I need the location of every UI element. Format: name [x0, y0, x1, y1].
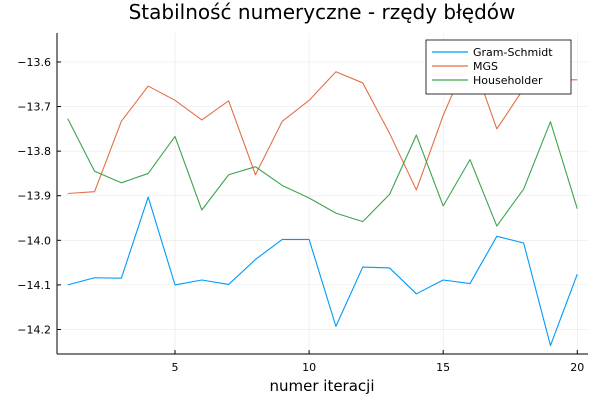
y-tick-label: −13.8: [17, 145, 51, 158]
legend-label-gram-schmidt: Gram-Schmidt: [473, 46, 553, 59]
axes: [56, 33, 588, 355]
tick-labels: 5 10 15 20 −13.6 −13.7 −13.8 −13.9 −14.0 −14.1 −14…: [17, 56, 584, 374]
legend-label-householder: Householder: [473, 74, 543, 87]
legend-label-mgs: MGS: [473, 60, 498, 73]
y-tick-label: −14.1: [17, 279, 51, 292]
x-tick-label: 15: [436, 361, 450, 374]
x-tick-label: 20: [570, 361, 584, 374]
x-tick-label: 10: [302, 361, 316, 374]
y-tick-label: −14.2: [17, 323, 51, 336]
y-tick-label: −13.7: [17, 101, 51, 114]
chart-title: Stabilność numeryczne - rzędy błędów: [129, 0, 516, 24]
series-layer: [67, 52, 578, 347]
x-axis-label: numer iteracji: [269, 377, 374, 395]
y-tick-label: −13.9: [17, 190, 51, 203]
legend-box: [425, 39, 572, 95]
y-tick-label: −14.0: [17, 234, 51, 247]
series-line-householder: [67, 118, 578, 227]
series-line-mgs: [67, 52, 578, 195]
series-line-gram-schmidt: [67, 196, 578, 347]
y-tick-label: −13.6: [17, 56, 51, 69]
x-tick-label: 5: [172, 361, 179, 374]
